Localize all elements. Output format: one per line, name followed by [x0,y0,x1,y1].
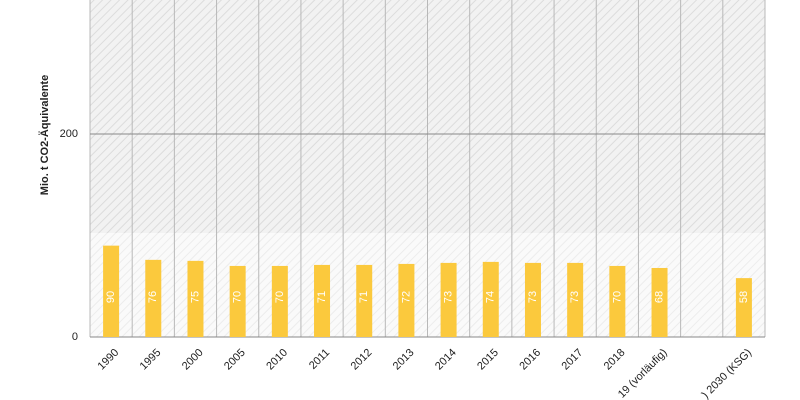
bar [229,265,246,337]
x-tick-label: 2010 [264,347,290,373]
bar [103,245,120,337]
x-tick-label: 2005 [222,347,248,373]
x-tick-label: 1990 [95,347,121,373]
bar [356,264,373,337]
value-label: 90 [105,291,117,303]
x-tick-label: 2017 [560,347,586,373]
y-axis-label: Mio. t CO2-Äquivalente [38,75,51,195]
y-tick-label: 200 [60,128,78,140]
x-tick-label: 2000 [180,347,206,373]
value-label: 73 [527,291,539,303]
x-tick-label: 2012 [349,347,375,373]
bar [314,264,331,337]
value-label: 73 [569,291,581,303]
value-label: 72 [400,291,412,303]
y-tick-label: 0 [72,331,78,343]
bar [187,260,204,337]
x-tick-label: ) 2030 (KSG) [700,347,754,400]
value-label: 58 [738,291,750,303]
value-label: 75 [189,291,201,303]
value-label: 68 [653,291,665,303]
x-tick-label: 2013 [391,347,417,373]
value-label: 73 [443,291,455,303]
x-tick-label: 2016 [517,347,543,373]
bar [482,261,499,337]
x-tick-label: 2018 [602,347,628,373]
x-tick-label: 2011 [307,347,332,372]
bar [609,265,626,337]
x-tick-label: 2014 [433,347,459,373]
bar [735,278,752,337]
value-label: 70 [611,291,623,303]
bar [271,265,288,337]
bar [567,262,584,337]
value-label: 74 [485,291,497,303]
bar [398,263,415,337]
x-tick-label: 1995 [138,347,164,373]
value-label: 70 [274,291,286,303]
value-label: 71 [358,291,370,303]
bar [651,267,668,337]
x-tick-label: 2015 [475,347,501,373]
value-label: 71 [316,291,328,303]
value-label: 70 [232,291,244,303]
bar [145,259,162,337]
bar [524,262,541,337]
value-label: 76 [147,291,159,303]
bar [440,262,457,337]
